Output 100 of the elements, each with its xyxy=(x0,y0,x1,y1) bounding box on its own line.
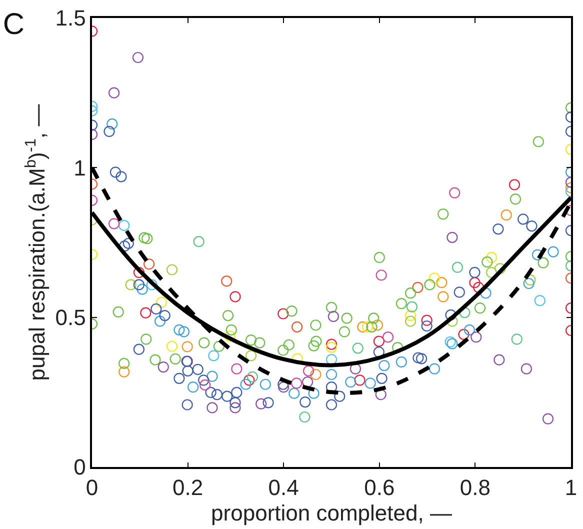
point xyxy=(396,356,407,368)
point xyxy=(166,340,178,352)
point xyxy=(288,388,300,399)
y-tick-label: 1 xyxy=(74,155,86,180)
point xyxy=(300,396,311,408)
point xyxy=(118,366,130,378)
point xyxy=(494,262,506,274)
point xyxy=(338,326,350,338)
chart-title: C xyxy=(2,8,25,42)
point xyxy=(193,236,204,248)
point xyxy=(526,220,538,232)
point xyxy=(421,320,432,332)
point xyxy=(230,397,241,408)
point xyxy=(482,256,493,268)
point xyxy=(133,279,144,290)
point xyxy=(326,399,338,410)
point xyxy=(345,376,356,388)
point xyxy=(231,386,242,398)
point xyxy=(199,379,211,391)
point xyxy=(150,354,161,366)
point xyxy=(486,252,498,264)
point xyxy=(291,321,303,332)
point xyxy=(112,306,124,318)
point xyxy=(278,344,289,356)
y-tick-label: 0.5 xyxy=(55,305,86,330)
point xyxy=(278,308,289,320)
point xyxy=(469,277,480,288)
point xyxy=(208,350,220,362)
x-tick-label: 0.4 xyxy=(268,475,299,500)
point xyxy=(133,344,144,355)
point xyxy=(469,266,480,278)
point xyxy=(366,321,378,332)
point xyxy=(404,310,416,322)
point xyxy=(548,246,559,258)
point xyxy=(110,166,122,178)
point xyxy=(416,353,428,364)
point xyxy=(520,363,532,374)
point xyxy=(534,295,546,306)
point xyxy=(310,368,322,380)
point xyxy=(174,324,185,336)
point xyxy=(354,374,366,386)
point xyxy=(326,338,338,350)
point xyxy=(449,187,460,198)
y-tick-label: 0 xyxy=(74,454,86,480)
point xyxy=(154,316,166,327)
point xyxy=(166,264,178,276)
point xyxy=(140,334,152,345)
x-tick-label: 0.8 xyxy=(460,475,490,500)
point xyxy=(532,136,544,148)
point xyxy=(125,279,136,290)
point xyxy=(138,232,150,244)
point xyxy=(231,363,242,374)
point xyxy=(486,266,498,278)
point xyxy=(146,279,158,290)
point xyxy=(373,336,384,347)
point xyxy=(142,233,153,244)
point xyxy=(374,252,385,264)
point xyxy=(140,307,152,318)
point xyxy=(494,354,505,366)
point xyxy=(412,282,424,293)
point xyxy=(532,249,544,260)
point xyxy=(290,378,302,389)
point xyxy=(108,87,120,98)
point xyxy=(150,303,162,314)
point xyxy=(436,277,448,288)
point xyxy=(221,276,232,287)
point xyxy=(524,274,536,286)
point xyxy=(308,340,320,352)
point xyxy=(470,332,482,343)
point xyxy=(326,342,338,353)
point xyxy=(230,402,241,414)
point xyxy=(404,288,416,299)
point xyxy=(254,337,266,348)
point xyxy=(396,298,407,310)
point xyxy=(376,270,387,281)
point xyxy=(198,374,210,386)
point xyxy=(278,382,290,393)
point xyxy=(174,372,185,384)
point xyxy=(143,258,155,270)
point xyxy=(136,284,148,295)
point xyxy=(299,411,310,423)
point xyxy=(428,272,440,284)
point xyxy=(224,330,236,342)
point xyxy=(226,324,237,336)
point xyxy=(446,232,458,243)
point xyxy=(458,328,470,340)
point xyxy=(376,372,388,384)
point xyxy=(372,320,384,331)
point xyxy=(492,223,504,235)
point xyxy=(246,371,258,382)
point xyxy=(368,312,380,324)
point xyxy=(326,368,338,380)
point xyxy=(412,352,424,364)
point xyxy=(508,179,520,190)
point xyxy=(302,376,314,388)
point xyxy=(188,382,199,393)
point xyxy=(211,389,223,400)
x-tick-label: 0.6 xyxy=(364,475,395,500)
point xyxy=(222,390,233,402)
x-axis-title: proportion completed, — xyxy=(211,500,452,526)
